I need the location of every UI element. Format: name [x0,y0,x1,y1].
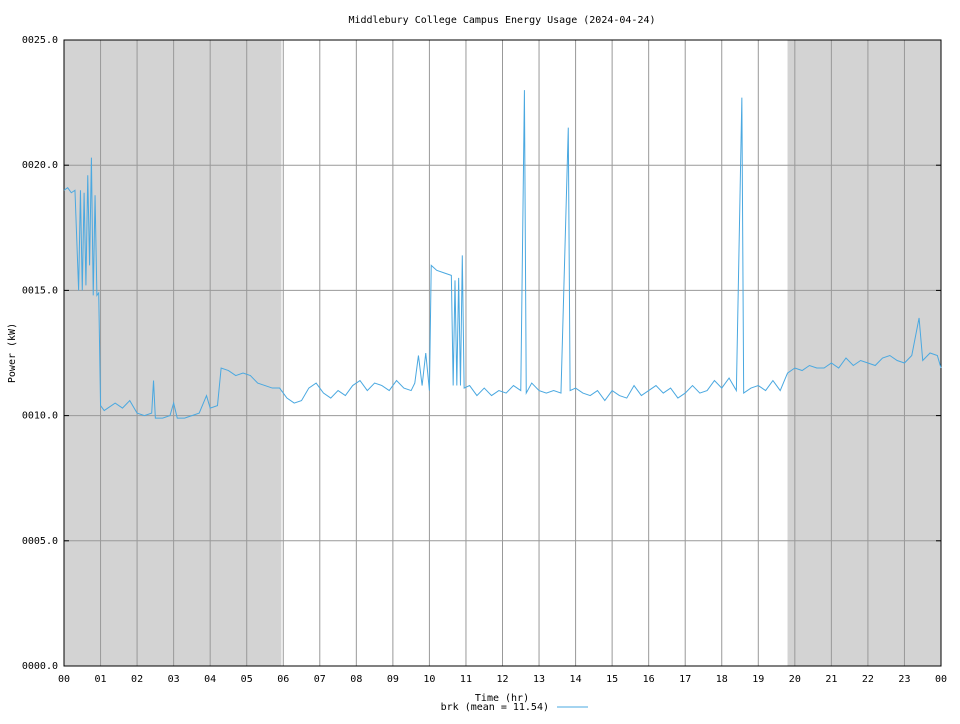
x-tick-label: 23 [898,674,910,685]
x-tick-label: 04 [204,674,216,685]
x-axis-label: Time (hr) [475,693,529,704]
y-tick-label: 0000.0 [22,661,58,672]
data-line [63,90,942,419]
x-tick-label: 13 [533,674,545,685]
x-tick-label: 17 [679,674,691,685]
y-tick-label: 0020.0 [22,160,58,171]
x-tick-label: 19 [752,674,764,685]
x-tick-label: 12 [496,674,508,685]
x-tick-label: 15 [606,674,618,685]
x-tick-label: 16 [643,674,655,685]
x-tick-label: 18 [716,674,728,685]
x-tick-label: 02 [131,674,143,685]
x-tick-label: 03 [168,674,180,685]
y-tick-label: 0025.0 [22,35,58,46]
legend-label: brk (mean = 11.54) [441,702,549,713]
x-tick-label: 06 [277,674,289,685]
x-tick-label: 22 [862,674,874,685]
y-tick-label: 0010.0 [22,411,58,422]
x-tick-label: 05 [241,674,253,685]
x-tick-label: 00 [58,674,70,685]
y-tick-label: 0015.0 [22,285,58,296]
x-tick-label: 08 [350,674,362,685]
x-tick-label: 01 [95,674,107,685]
plot-frame [63,39,942,667]
x-tick-label: 09 [387,674,399,685]
x-tick-label: 11 [460,674,472,685]
chart-title: Middlebury College Campus Energy Usage (… [348,15,655,26]
x-tick-label: 10 [423,674,435,685]
x-tick-label: 14 [570,674,582,685]
x-tick-label: 21 [825,674,837,685]
y-axis-label: Power (kW) [7,323,18,383]
night-shade [787,40,941,666]
x-tick-label: 20 [789,674,801,685]
x-tick-label: 07 [314,674,326,685]
y-tick-label: 0005.0 [22,536,58,547]
x-tick-label: 00 [935,674,947,685]
night-shade [64,40,282,666]
